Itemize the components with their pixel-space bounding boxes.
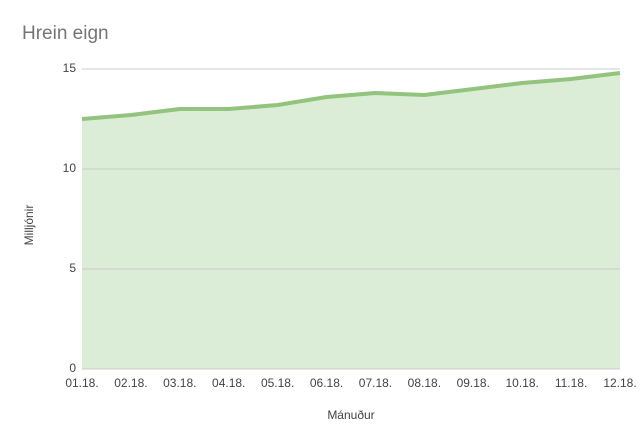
y-tick-label: 0 bbox=[69, 361, 76, 375]
x-tick-label: 05.18. bbox=[261, 376, 294, 390]
area-line bbox=[81, 71, 621, 121]
y-tick-label: 5 bbox=[69, 261, 76, 275]
x-tick-label: 01.18. bbox=[65, 376, 98, 390]
x-tick-label: 11.18. bbox=[555, 376, 587, 390]
x-tick-label: 02.18. bbox=[114, 376, 147, 390]
x-tick-label: 06.18. bbox=[310, 376, 343, 390]
x-tick-label: 09.18. bbox=[457, 376, 490, 390]
chart-title: Hrein eign bbox=[22, 23, 109, 44]
x-tick-label: 04.18. bbox=[212, 376, 245, 390]
y-tick-label: 10 bbox=[63, 161, 77, 175]
x-tick-label: 12.18. bbox=[603, 376, 636, 390]
x-tick-label: 03.18. bbox=[163, 376, 196, 390]
x-axis-label: Mánuður bbox=[327, 408, 374, 422]
y-tick-label: 15 bbox=[63, 61, 77, 75]
x-tick-label: 10.18. bbox=[505, 376, 538, 390]
area-fill bbox=[82, 73, 620, 369]
y-axis-label: Milljónir bbox=[22, 205, 36, 246]
x-tick-label: 07.18. bbox=[359, 376, 392, 390]
x-tick-label: 08.18. bbox=[408, 376, 441, 390]
